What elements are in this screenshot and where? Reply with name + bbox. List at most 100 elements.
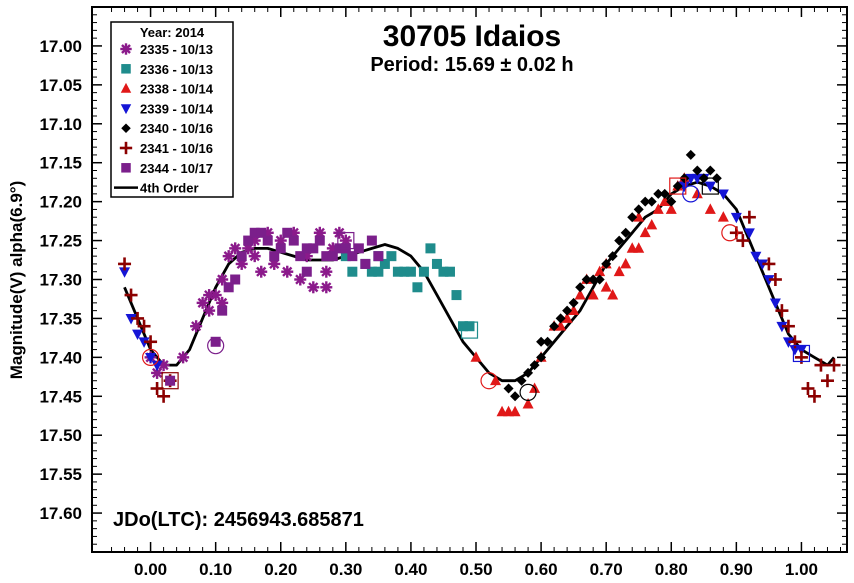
data-point: [470, 351, 482, 362]
data-point: [360, 258, 371, 269]
data-point: [814, 358, 828, 372]
data-point: [672, 181, 683, 192]
data-point: [119, 267, 131, 278]
data-point: [607, 289, 619, 300]
data-point: [607, 251, 618, 262]
data-point: [763, 275, 775, 286]
axis-tick-labels: 0.00 0.10 0.20 0.30 0.40 0.50 0.60 0.70 0.80 0.90…: [39, 37, 818, 579]
highlight-circle: [519, 383, 537, 401]
data-point: [405, 266, 416, 277]
axis-ticks: [92, 7, 847, 552]
data-point: [444, 266, 455, 277]
data-point: [581, 274, 592, 285]
data-point: [769, 298, 781, 309]
highlight-circle: [207, 337, 225, 355]
data-point: [820, 374, 834, 388]
data-point: [646, 218, 658, 230]
x-tick-label: 0.40: [394, 560, 427, 579]
x-tick-label: 0.20: [264, 560, 297, 579]
data-point: [782, 337, 794, 348]
data-point: [249, 227, 260, 238]
jd-annotation: JDo(LTC): 2456943.685871: [113, 509, 364, 531]
data-point: [523, 367, 534, 378]
data-point: [151, 360, 163, 372]
data-point: [457, 321, 468, 332]
data-point: [243, 235, 254, 246]
data-point: [386, 251, 397, 262]
data-point: [776, 321, 788, 333]
data-point: [542, 336, 553, 347]
data-point: [255, 265, 268, 278]
y-tick-label: 17.40: [39, 348, 82, 367]
data-point: [633, 211, 645, 222]
data-point: [652, 203, 664, 214]
data-point: [781, 319, 795, 333]
data-point: [510, 391, 521, 402]
data-point: [210, 336, 221, 347]
data-point: [575, 282, 586, 293]
x-tick-label: 0.30: [329, 560, 362, 579]
legend-marker: [121, 64, 131, 74]
y-tick-label: 17.00: [39, 37, 82, 56]
legend-label: 2341 - 10/16: [140, 141, 213, 156]
data-point: [138, 337, 150, 348]
data-point: [503, 383, 514, 394]
data-point: [762, 257, 776, 271]
highlight-square: [337, 231, 355, 250]
data-point: [620, 257, 632, 269]
data-point: [144, 335, 158, 349]
data-point: [431, 258, 442, 269]
data-point: [522, 398, 534, 409]
highlight-circle: [721, 224, 739, 242]
data-point: [633, 242, 645, 253]
data-point: [366, 266, 377, 277]
chart-title: 30705 Idaios: [383, 20, 561, 53]
data-point: [665, 203, 677, 214]
legend-label: 2338 - 10/14: [140, 82, 214, 97]
data-point: [639, 226, 651, 238]
highlight-circle: [141, 348, 160, 366]
y-tick-label: 17.60: [39, 504, 82, 523]
y-tick-label: 17.35: [39, 309, 82, 328]
highlight-circle: [480, 372, 498, 390]
data-point: [203, 289, 216, 302]
data-point: [768, 273, 782, 286]
data-point: [827, 358, 841, 372]
x-tick-label: 0.50: [459, 560, 492, 579]
data-point: [230, 274, 241, 285]
data-point: [736, 234, 750, 248]
data-point: [118, 257, 132, 271]
data-point: [157, 389, 171, 403]
data-point: [561, 312, 573, 323]
data-point: [131, 311, 145, 325]
data-point: [464, 321, 475, 332]
legend-marker: [121, 163, 131, 173]
data-point: [742, 210, 756, 224]
legend-marker: [121, 123, 131, 133]
data-point: [653, 188, 664, 199]
data-point: [438, 266, 449, 277]
x-tick-label: 0.80: [655, 560, 688, 579]
data-point: [282, 227, 293, 238]
data-point: [190, 320, 203, 333]
data-point: [399, 266, 410, 277]
data-point: [516, 375, 527, 386]
data-point: [717, 211, 729, 222]
y-tick-label: 17.05: [39, 76, 82, 95]
data-point: [594, 274, 605, 285]
data-point: [574, 289, 586, 300]
data-point: [347, 266, 358, 277]
highlight-square: [161, 372, 179, 390]
data-point: [646, 196, 657, 207]
data-point: [373, 266, 384, 277]
y-axis-label: Magnitude(V) alpha(6.9°): [7, 181, 26, 380]
y-tick-label: 17.55: [39, 465, 82, 484]
data-point: [275, 243, 286, 254]
y-tick-label: 17.30: [39, 271, 82, 290]
data-point: [756, 259, 768, 270]
data-point: [717, 189, 729, 200]
data-point: [320, 265, 333, 278]
data-point: [549, 321, 560, 332]
data-point: [795, 345, 807, 356]
data-point: [536, 336, 547, 347]
